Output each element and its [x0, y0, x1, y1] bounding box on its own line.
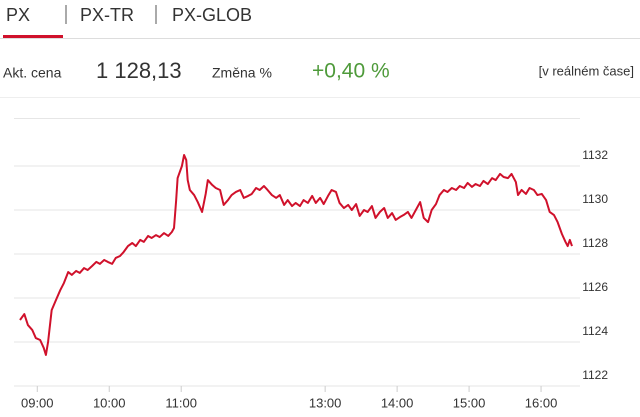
x-tick-label: 16:00 — [525, 395, 558, 410]
tab[interactable]: PX-GLOB — [172, 5, 252, 25]
x-tick-label: 09:00 — [21, 395, 54, 410]
tab[interactable]: PX — [6, 5, 30, 25]
price: 1 128,13 — [96, 58, 182, 83]
x-tick-label: 11:00 — [165, 395, 197, 410]
y-tick-label: 1124 — [582, 324, 608, 338]
y-tick-label: 1122 — [582, 368, 608, 382]
y-tick-label: 1130 — [582, 192, 608, 206]
x-tick-label: 13:00 — [309, 395, 342, 410]
x-tick-label: 14:00 — [381, 395, 414, 410]
y-tick-label: 1128 — [582, 236, 608, 250]
price-label: Akt. cena — [3, 65, 62, 81]
y-tick-label: 1126 — [582, 280, 608, 294]
tab[interactable]: PX-TR — [80, 5, 134, 25]
active-tab-underline — [3, 35, 63, 38]
realtime-note: [v reálném čase] — [539, 63, 634, 78]
x-tick-label: 10:00 — [93, 395, 126, 410]
y-tick-label: 1132 — [582, 148, 608, 162]
x-tick-label: 15:00 — [453, 395, 486, 410]
price-line — [19, 154, 573, 356]
change: +0,40 % — [312, 60, 390, 83]
change-label: Změna % — [212, 65, 272, 81]
